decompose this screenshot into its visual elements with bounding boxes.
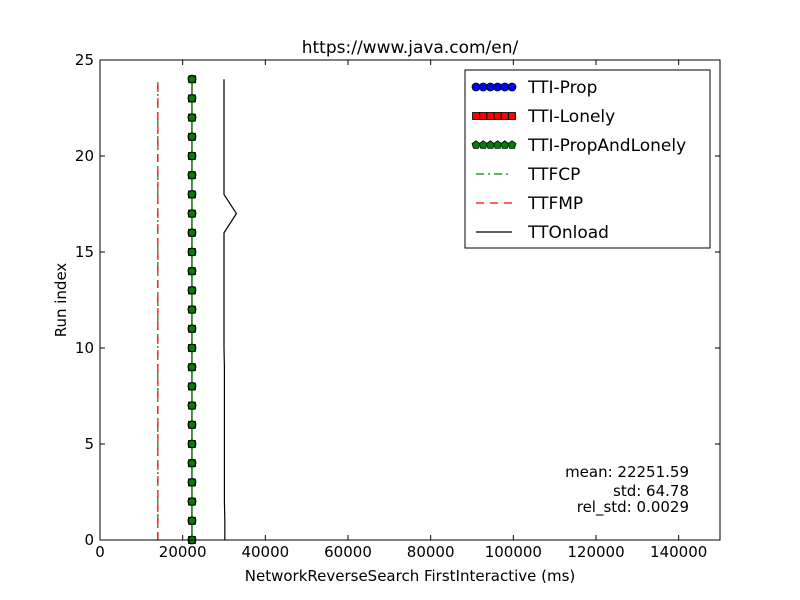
data-point	[187, 112, 197, 122]
data-point	[187, 362, 197, 372]
data-point	[187, 93, 197, 103]
stat-std: std: 64.78	[613, 482, 689, 500]
x-tick-label: 40000	[241, 543, 289, 561]
plot-frame	[99, 59, 721, 541]
series-tti-propandlonely	[187, 74, 197, 544]
legend-frame	[464, 69, 711, 249]
legend-item: TTFMP	[476, 194, 583, 214]
y-tick-label: 0	[84, 531, 94, 549]
legend-label: TTI-Prop	[527, 78, 597, 98]
data-point	[187, 477, 197, 487]
legend-marker	[508, 112, 516, 120]
legend-label: TTFMP	[527, 194, 583, 214]
y-tick-label: 20	[75, 147, 94, 165]
legend-marker	[472, 112, 480, 120]
legend-item: TTI-PropAndLonely	[471, 136, 686, 156]
y-tick-label: 10	[75, 339, 94, 357]
y-tick-label: 15	[75, 243, 94, 261]
legend-items: TTI-Prop TTI-Lonely TTI-PropAndLonely TTFCP…	[471, 78, 686, 243]
data-point	[187, 400, 197, 410]
legend-label: TTOnload	[527, 223, 609, 243]
y-tick-label: 25	[75, 51, 94, 69]
data-point	[187, 496, 197, 506]
legend-marker	[486, 112, 495, 120]
x-axis-label: NetworkReverseSearch FirstInteractive (m…	[245, 567, 576, 585]
data-point	[187, 458, 197, 468]
x-tick-label: 120000	[567, 543, 624, 561]
chart-title: https://www.java.com/en/	[302, 38, 519, 58]
data-point	[187, 170, 197, 180]
legend-marker	[485, 82, 495, 92]
data-point	[187, 266, 197, 276]
stat-mean: mean: 22251.59	[565, 463, 689, 481]
legend-marker	[500, 82, 510, 92]
legend-marker	[500, 112, 509, 120]
x-tick-label: 20000	[159, 543, 207, 561]
data-point	[187, 381, 197, 391]
legend-marker	[507, 82, 517, 92]
legend-marker	[507, 140, 517, 149]
legend-item: TTFCP	[476, 165, 580, 185]
data-point	[187, 420, 197, 429]
data-point	[187, 189, 197, 199]
legend-item: TTOnload	[476, 223, 609, 243]
legend-label: TTFCP	[527, 165, 580, 185]
x-tick-label: 80000	[407, 543, 455, 561]
data-point	[187, 151, 197, 160]
stats-annotation: mean: 22251.59 std: 64.78 rel_std: 0.002…	[565, 463, 689, 517]
legend-marker	[493, 112, 502, 120]
x-tick-label: 0	[95, 543, 105, 561]
legend-marker	[471, 82, 481, 92]
data-point	[187, 132, 197, 141]
data-point	[187, 285, 197, 295]
series-line	[223, 79, 238, 540]
series-layer	[157, 74, 238, 545]
data-point	[187, 304, 197, 314]
x-tick-label: 60000	[324, 543, 372, 561]
data-point	[187, 439, 197, 448]
stat-rel-std: rel_std: 0.0029	[577, 498, 689, 517]
series-ttonload	[223, 79, 238, 540]
legend-label: TTI-Lonely	[527, 107, 615, 127]
x-tick-label: 100000	[485, 543, 542, 561]
data-point	[187, 343, 197, 352]
legend-item: TTI-Lonely	[472, 107, 615, 127]
ticks-layer: 0 20000 40000 60000 80000 100000 120000 140000 0…	[75, 51, 720, 561]
y-tick-label: 5	[84, 435, 94, 453]
legend-item: TTI-Prop	[471, 78, 597, 98]
x-tick-label: 140000	[650, 543, 707, 561]
legend-label: TTI-PropAndLonely	[527, 136, 686, 156]
data-point	[187, 247, 197, 256]
legend: TTI-Prop TTI-Lonely TTI-PropAndLonely TTFCP…	[464, 69, 711, 249]
legend-marker	[479, 112, 488, 120]
data-point	[187, 74, 197, 83]
data-point	[187, 208, 197, 218]
data-point	[187, 324, 197, 333]
data-point	[187, 516, 197, 525]
y-axis-label: Run index	[52, 263, 70, 338]
data-point	[187, 228, 197, 237]
